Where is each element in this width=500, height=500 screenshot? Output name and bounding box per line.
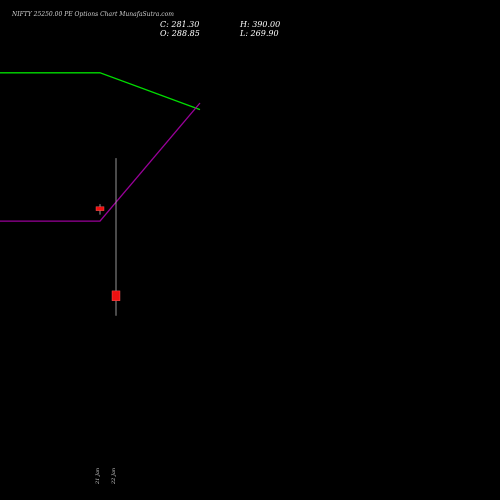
date-label-2: 22 Jan	[111, 468, 117, 485]
candle-1	[95, 204, 105, 215]
series-line-1	[0, 72, 201, 111]
candle-layer	[95, 158, 121, 316]
date-label-1: 21 Jan	[95, 468, 101, 485]
low-value: L: 269.90	[239, 29, 279, 38]
candle-body	[111, 290, 121, 301]
close-value: C: 281.30	[160, 20, 199, 29]
high-value: H: 390.00	[239, 20, 280, 29]
open-value: O: 288.85	[160, 29, 200, 38]
candle-body	[95, 206, 105, 211]
series-layer	[0, 72, 201, 222]
series-line-2	[0, 102, 201, 222]
date-axis: 21 Jan 22 Jan	[95, 468, 117, 485]
candle-2	[111, 158, 121, 316]
chart-title: NIFTY 25250.00 PE Options Chart MunafaSu…	[11, 11, 174, 18]
